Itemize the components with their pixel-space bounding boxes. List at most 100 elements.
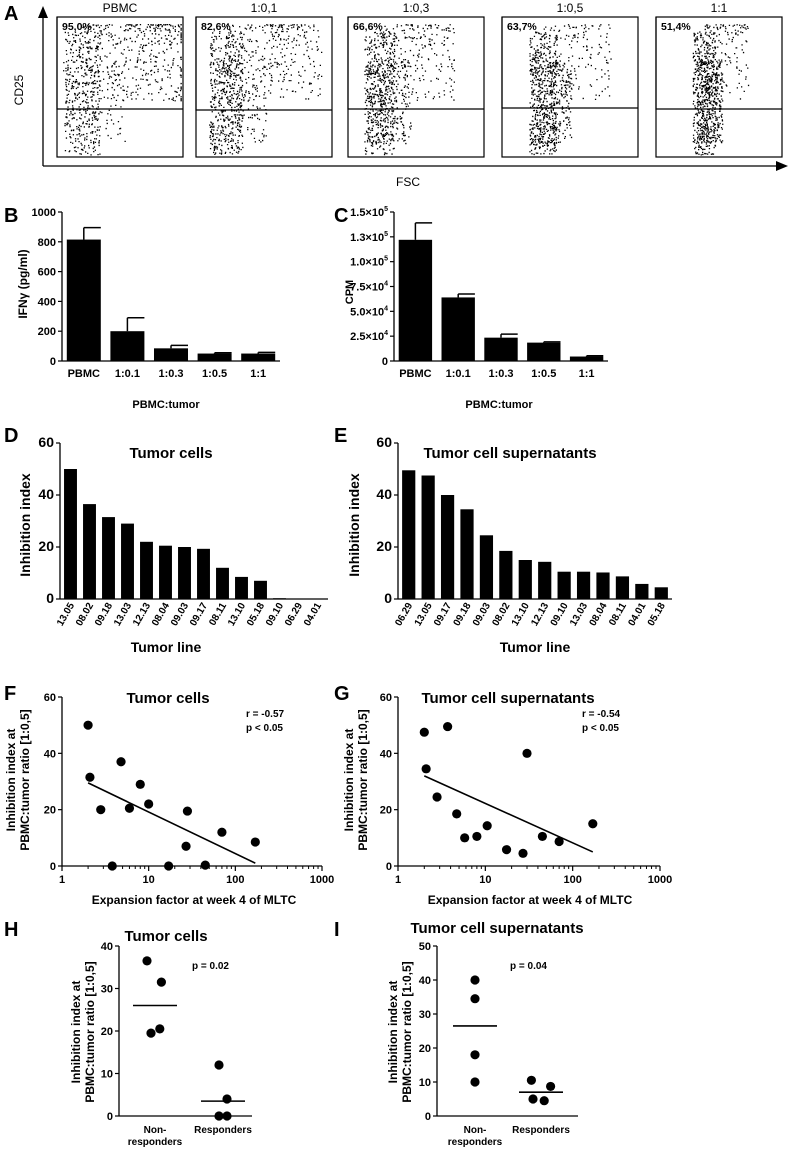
- panel-d-bar-09.17: [197, 548, 210, 599]
- panel-e-category-label: 08.02: [490, 601, 512, 629]
- panel-i-title: Tumor cell supernatants: [410, 920, 583, 937]
- panel-e-category-label: 13.05: [413, 601, 435, 629]
- panel-b-category-label: 1:0.3: [158, 368, 183, 380]
- panel-b-bar-1:0.1: [110, 331, 145, 361]
- panel-i-group-chart: Tumor cell supernatants Inhibition index…: [386, 920, 584, 1148]
- panel-b-y-tick-label: 200: [38, 326, 56, 338]
- panel-c-bar-1:0.5: [527, 342, 561, 361]
- panel-i-category-label: Responders: [512, 1125, 570, 1136]
- flow-plot-percent: 66,6%: [353, 21, 383, 33]
- panel-g-ylabel-line2: PBMC:tumor ratio [1:0,5]: [356, 709, 370, 850]
- panel-c-y-tick-exponent: 5: [384, 256, 388, 263]
- panel-h-data-point: [214, 1111, 224, 1121]
- flow-plot-2: 1:0,3 66,6%: [347, 1, 485, 158]
- panel-g-p-value: p < 0.05: [582, 723, 619, 734]
- panel-g-r-value: r = -0.54: [582, 709, 621, 720]
- panel-e-bar-09.10: [557, 571, 571, 599]
- flow-plot-title: 1:0,5: [557, 1, 584, 15]
- panel-h-y-tick-label: 20: [101, 1026, 113, 1038]
- panel-g-data-point: [518, 848, 528, 858]
- panel-g-data-point: [522, 748, 532, 758]
- panel-i-y-tick-label: 30: [419, 1009, 431, 1021]
- panel-d-bar-08.11: [216, 567, 229, 599]
- panel-e-bar-05.18: [654, 587, 668, 599]
- flow-plot-frame: [56, 16, 184, 158]
- panel-f-regression-line: [87, 782, 256, 864]
- panel-e-category-label: 05.18: [646, 601, 668, 629]
- panel-f-data-point: [200, 860, 210, 870]
- panel-e-category-label: 09.03: [471, 601, 493, 629]
- panel-c-bar-1:0.3: [484, 337, 518, 361]
- panel-d-bar-12.13: [140, 541, 153, 599]
- panel-h-data-point: [214, 1060, 224, 1070]
- panel-e-ylabel: Inhibition index: [346, 473, 362, 577]
- panel-f-data-point: [107, 861, 117, 871]
- panel-e-category-label: 09.10: [549, 601, 571, 629]
- panel-f-data-point: [85, 772, 95, 782]
- panel-e-category-label: 06.29: [393, 601, 415, 629]
- panel-b-category-label: 1:0.1: [115, 368, 140, 380]
- panel-f-x-tick-label: 100: [226, 874, 244, 886]
- panel-d-y-tick-label: 40: [38, 486, 54, 502]
- panel-d-bar-05.18: [254, 580, 267, 599]
- flow-dots: [692, 24, 750, 156]
- panel-g-x-tick-label: 100: [563, 874, 581, 886]
- flow-plot-3: 1:0,5 63,7%: [501, 1, 639, 158]
- flow-dots: [529, 24, 612, 156]
- panel-c-y-tick-mantissa: 0: [382, 356, 388, 368]
- panel-d-category-label: 13.10: [226, 601, 248, 629]
- flow-plot-title: 1:1: [711, 1, 728, 15]
- panel-e-category-label: 09.17: [432, 601, 454, 629]
- panel-f-title: Tumor cells: [126, 690, 209, 707]
- panel-e-bar-12.13: [538, 561, 552, 599]
- panel-g-data-point: [501, 845, 512, 855]
- panel-b-xlabel: PBMC:tumor: [132, 399, 200, 411]
- panel-g-data-point: [482, 821, 492, 831]
- panel-c-y-tick-mantissa: 1.3×10: [350, 232, 384, 244]
- panel-label-h: H: [4, 919, 18, 941]
- panel-b-ylabel: IFNγ (pg/ml): [16, 249, 30, 318]
- panel-h-data-point: [222, 1094, 232, 1104]
- panel-a-y-axis-arrow: [38, 6, 48, 18]
- panel-e-y-tick-label: 40: [376, 486, 392, 502]
- panel-c-category-label: 1:1: [579, 368, 595, 380]
- panel-label-f: F: [4, 683, 16, 705]
- panel-label-b: B: [4, 205, 18, 227]
- panel-g-data-point: [432, 792, 442, 802]
- panel-f-data-point: [250, 837, 260, 847]
- panel-d-tumor-cells-chart: Tumor cells Inhibition index Tumor line …: [17, 434, 328, 655]
- panel-c-y-tick-exponent: 4: [384, 305, 388, 312]
- panel-label-i: I: [334, 919, 340, 941]
- flow-plot-frame: [501, 16, 639, 158]
- panel-e-bar-06.29: [402, 470, 416, 599]
- flow-plot-percent: 95,0%: [62, 21, 92, 33]
- panel-c-ylabel: CPM: [344, 280, 356, 304]
- panel-h-ylabel-line2: PBMC:tumor ratio [1:0,5]: [83, 961, 97, 1102]
- panel-h-y-tick-label: 10: [101, 1069, 113, 1081]
- panel-e-bar-08.11: [615, 576, 630, 599]
- panel-e-category-label: 13.10: [510, 601, 532, 629]
- flow-dot-cloud: [364, 24, 456, 156]
- panel-d-y-tick-label: 60: [38, 434, 54, 450]
- panel-b-category-label: PBMC: [68, 368, 100, 380]
- panel-c-y-tick-label: 0: [382, 356, 388, 368]
- panel-f-data-point: [181, 841, 191, 851]
- flow-plot-percent: 63,7%: [507, 21, 537, 33]
- panel-f-data-point: [144, 799, 154, 809]
- panel-c-y-tick-label: 7.5×104: [350, 281, 388, 294]
- panel-g-data-point: [472, 831, 482, 842]
- flow-gate-line: [655, 17, 782, 110]
- panel-b-category-label: 1:1: [250, 368, 266, 380]
- panel-g-data-point: [419, 727, 429, 737]
- panel-c-y-tick-exponent: 4: [384, 281, 388, 288]
- panel-b-category-label: 1:0.5: [202, 368, 227, 380]
- panel-b-y-tick-label: 400: [38, 296, 56, 308]
- panel-i-data-point: [539, 1096, 549, 1106]
- panel-f-x-tick-label: 1: [59, 874, 65, 886]
- panel-e-category-label: 13.03: [568, 601, 590, 629]
- panel-c-y-tick-label: 1.0×105: [350, 256, 388, 269]
- panel-c-bar-1:0.1: [441, 297, 475, 361]
- panel-g-data-point: [537, 831, 547, 842]
- panel-i-p-value: p = 0.04: [510, 961, 547, 972]
